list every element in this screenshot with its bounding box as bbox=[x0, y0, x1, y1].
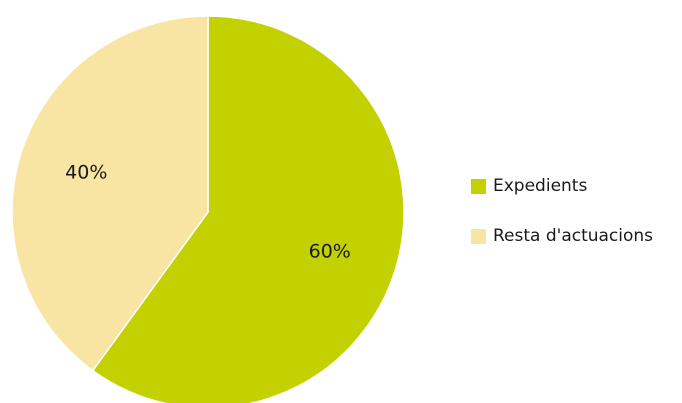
pie-slice-expedients bbox=[91, 15, 405, 403]
legend: Expedients Resta d'actuacions bbox=[471, 174, 676, 248]
pie-labels: 60% 40% bbox=[65, 161, 351, 262]
legend-label-expedients: Expedients bbox=[493, 176, 588, 196]
legend-label-resta-actuacions: Resta d'actuacions bbox=[493, 226, 654, 246]
legend-item-expedients: Expedients bbox=[471, 174, 676, 198]
legend-swatch-resta-actuacions bbox=[471, 228, 486, 244]
pie-label-resta-d-actuacions: 40% bbox=[65, 161, 107, 183]
legend-swatch-expedients bbox=[471, 178, 486, 194]
pie-label-expedients: 60% bbox=[309, 241, 351, 263]
pie-slice-resta-d-actuacions bbox=[11, 15, 209, 372]
legend-item-resta-actuacions: Resta d'actuacions bbox=[471, 224, 676, 248]
pie-slices bbox=[11, 15, 405, 403]
